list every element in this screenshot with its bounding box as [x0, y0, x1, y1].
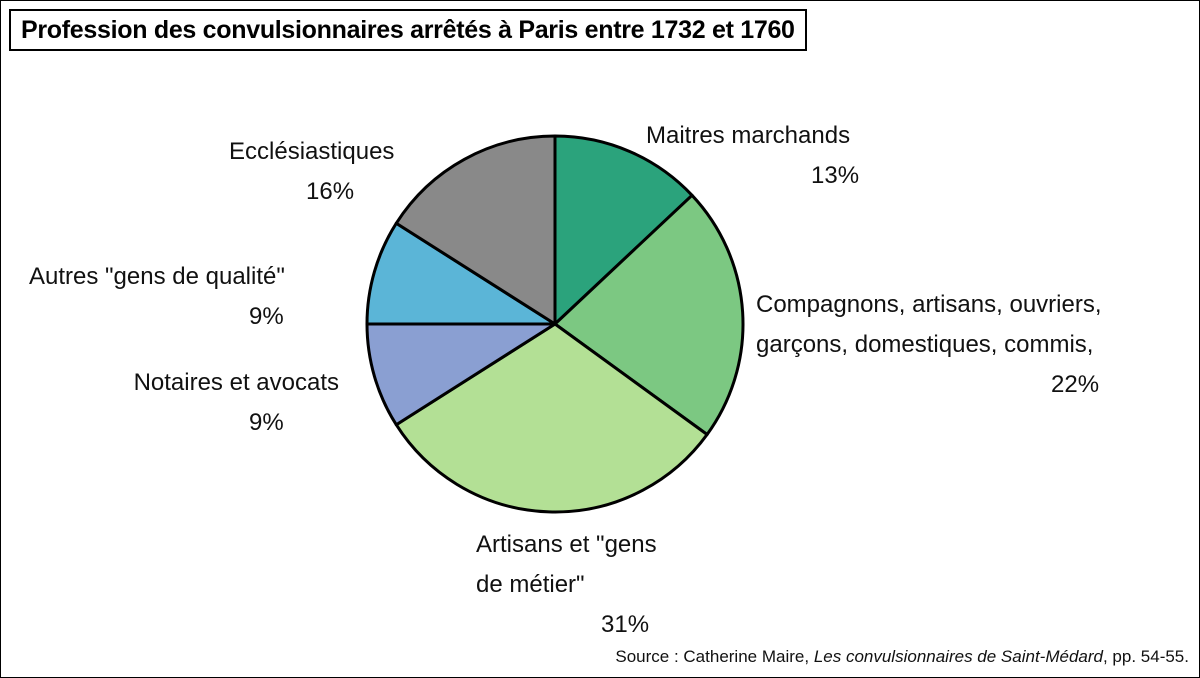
pie-slice	[394, 134, 557, 326]
pie-slice	[553, 134, 694, 326]
pie-slice	[553, 193, 745, 437]
source-suffix: , pp. 54-55.	[1102, 647, 1189, 666]
pie-slice	[365, 322, 557, 427]
slice-value-label: 9%	[249, 303, 284, 330]
pie-slice	[394, 322, 709, 514]
slice-value-label: 31%	[601, 611, 650, 638]
slice-value-label: 16%	[306, 178, 355, 205]
source-title: Les convulsionnaires de Saint-Médard	[813, 647, 1103, 666]
slice-label: Artisans et "gens de métier"	[476, 531, 657, 598]
source-prefix: Source : Catherine Maire,	[615, 647, 810, 666]
slice-label: Ecclésiastiques	[229, 138, 395, 165]
slice-label: Compagnons, artisans, ouvriers, garçons,…	[756, 291, 1102, 358]
slice-label: Notaires et avocats	[133, 369, 339, 396]
slice-value-label: 22%	[1051, 371, 1100, 398]
slice-label: Autres "gens de qualité"	[29, 263, 285, 290]
chart-title: Profession des convulsionnaires arrêtés …	[9, 9, 807, 51]
pie-slice	[365, 221, 557, 326]
slice-value-label: 13%	[811, 162, 860, 189]
source: Source : Catherine Maire, Les convulsion…	[615, 647, 1189, 667]
slice-value-label: 9%	[249, 409, 284, 436]
slice-label: Maitres marchands	[646, 122, 851, 149]
